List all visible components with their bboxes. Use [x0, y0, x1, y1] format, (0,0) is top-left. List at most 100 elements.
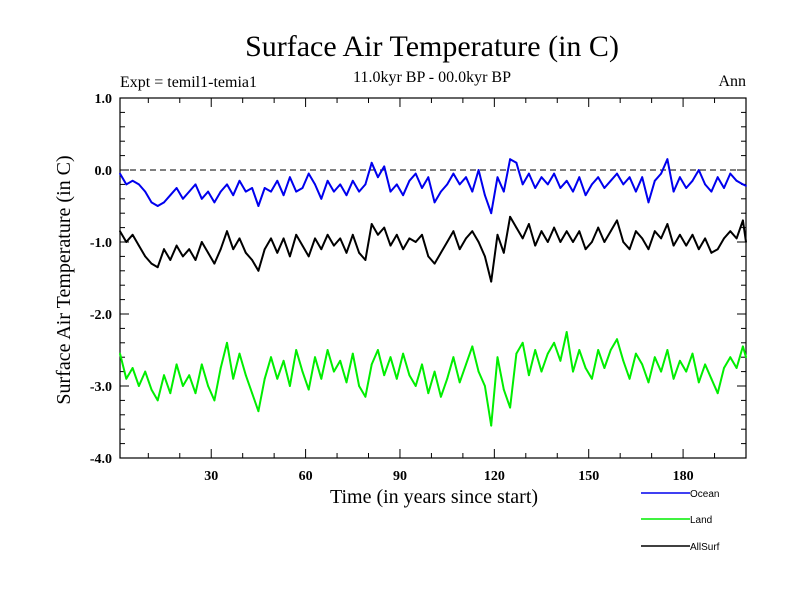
data-point-allsurf [150, 262, 153, 265]
data-point-land [540, 370, 543, 373]
data-point-land [238, 352, 241, 355]
data-point-land [326, 349, 329, 351]
data-point-allsurf [383, 226, 386, 229]
data-point-land [553, 341, 556, 344]
data-point-allsurf [433, 262, 436, 265]
data-point-ocean [647, 201, 650, 204]
data-point-ocean [427, 176, 430, 179]
data-point-allsurf [660, 237, 662, 240]
data-point-allsurf [276, 251, 279, 254]
data-point-allsurf [200, 241, 203, 243]
data-point-allsurf [238, 237, 241, 240]
data-point-allsurf [213, 262, 216, 265]
data-point-ocean [735, 179, 738, 182]
data-point-allsurf [496, 233, 499, 236]
data-point-allsurf [408, 237, 411, 240]
data-point-allsurf [389, 244, 392, 247]
data-point-allsurf [251, 259, 254, 261]
data-point-ocean [502, 190, 505, 193]
data-point-allsurf [565, 230, 568, 233]
plot-area: 1.0 0.0 -1.0 -2.0 -3.0 -4.0 30 60 90 120 150 180 [90, 92, 747, 484]
data-point-allsurf [169, 259, 172, 261]
data-point-ocean [745, 184, 747, 187]
data-point-ocean [307, 172, 310, 175]
data-point-ocean [320, 197, 323, 200]
data-point-allsurf [257, 269, 260, 272]
data-point-ocean [137, 183, 140, 186]
y-tick-label: 0.0 [95, 164, 113, 179]
data-point-land [144, 370, 147, 373]
data-point-allsurf [622, 241, 625, 243]
data-point-ocean [282, 194, 285, 197]
data-point-allsurf [358, 251, 360, 254]
data-point-allsurf [723, 237, 725, 240]
data-point-ocean [156, 205, 159, 207]
data-point-land [232, 377, 235, 380]
data-point-ocean [188, 190, 191, 193]
data-point-ocean [439, 190, 442, 193]
data-point-ocean [163, 201, 165, 204]
data-point-ocean [131, 179, 134, 182]
data-point-ocean [314, 183, 316, 186]
data-point-allsurf [484, 255, 486, 258]
data-point-land [414, 385, 417, 387]
data-point-land [458, 381, 461, 384]
data-point-ocean [238, 179, 241, 182]
data-point-land [465, 363, 467, 366]
data-point-allsurf [182, 255, 184, 258]
data-point-land [251, 392, 254, 395]
data-point-ocean [660, 172, 662, 175]
data-point-allsurf [716, 248, 719, 251]
data-point-allsurf [559, 241, 562, 243]
data-point-ocean [597, 176, 600, 179]
data-point-land [490, 424, 493, 427]
data-point-land [528, 374, 530, 377]
data-point-ocean [679, 176, 681, 179]
data-point-allsurf [333, 244, 335, 247]
data-point-ocean [295, 190, 298, 193]
data-point-allsurf [131, 233, 134, 236]
y-tick-label: -4.0 [90, 452, 112, 467]
data-point-land [345, 381, 348, 384]
data-point-allsurf [697, 248, 700, 251]
data-point-land [427, 392, 430, 395]
data-point-land [634, 352, 637, 355]
y-axis-label: Surface Air Temperature (in C) [53, 155, 75, 404]
data-point-ocean [741, 183, 744, 186]
data-point-land [383, 374, 386, 377]
data-point-land [263, 377, 266, 380]
chart-title: Surface Air Temperature (in C) [245, 30, 619, 63]
data-point-allsurf [534, 244, 537, 247]
data-point-allsurf [616, 219, 618, 222]
data-point-ocean [565, 179, 568, 182]
data-point-land [314, 356, 316, 359]
data-point-allsurf [119, 230, 121, 233]
data-point-land [735, 367, 738, 369]
data-point-ocean [358, 190, 360, 193]
x-tick-label: 120 [484, 469, 505, 484]
data-point-allsurf [603, 241, 606, 243]
series-line-land [119, 331, 747, 427]
data-point-allsurf [282, 237, 285, 240]
data-point-land [691, 352, 694, 355]
data-point-ocean [553, 172, 556, 175]
data-point-ocean [458, 183, 461, 186]
data-point-land [546, 352, 549, 355]
data-point-ocean [150, 201, 153, 204]
data-point-land [194, 392, 197, 395]
data-point-land [395, 377, 398, 380]
data-point-ocean [559, 187, 562, 189]
data-point-land [502, 388, 505, 391]
data-point-allsurf [175, 244, 178, 247]
data-point-land [163, 374, 165, 377]
data-point-allsurf [446, 241, 449, 243]
series-points-land [119, 331, 747, 427]
data-point-land [584, 367, 587, 369]
series-line-allsurf [119, 215, 747, 283]
data-point-ocean [584, 194, 587, 197]
data-point-ocean [377, 176, 379, 179]
data-point-ocean [634, 190, 637, 193]
data-point-allsurf [578, 230, 581, 233]
data-point-ocean [521, 183, 524, 186]
series-points-allsurf [119, 215, 747, 283]
